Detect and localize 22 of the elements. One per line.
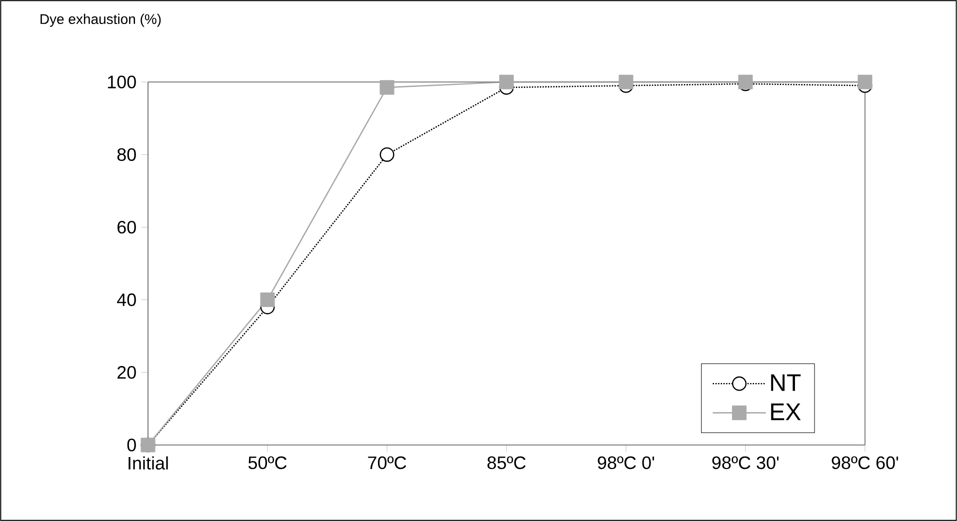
point [380, 147, 394, 162]
y-tick-label: 100 [108, 76, 136, 88]
x-tick-label: 98ºC 0' [598, 456, 654, 470]
y-tick-label: 40 [117, 293, 136, 306]
point [499, 74, 514, 90]
point [260, 292, 275, 308]
y-axis-title: Dye exhaustion (%) [40, 14, 161, 27]
point [858, 74, 872, 90]
x-tick-label: 70ºC [368, 456, 406, 470]
legend-label: EX [771, 404, 801, 420]
x-tick-label: 85ºC [487, 456, 526, 470]
point [380, 80, 394, 95]
y-tick-label: 60 [118, 220, 136, 234]
point [618, 74, 634, 90]
x-tick-label: 98ºC 60' [832, 456, 898, 470]
x-tick-label: 50ºC [248, 456, 287, 470]
y-tick-label: 0 [127, 438, 136, 452]
y-tick-label: 80 [117, 148, 136, 161]
x-tick-label: Initial [128, 456, 168, 470]
x-tick-label: 98ºC 30' [712, 456, 779, 470]
legend-label: NT [771, 374, 801, 391]
y-tick-label: 20 [118, 366, 136, 379]
